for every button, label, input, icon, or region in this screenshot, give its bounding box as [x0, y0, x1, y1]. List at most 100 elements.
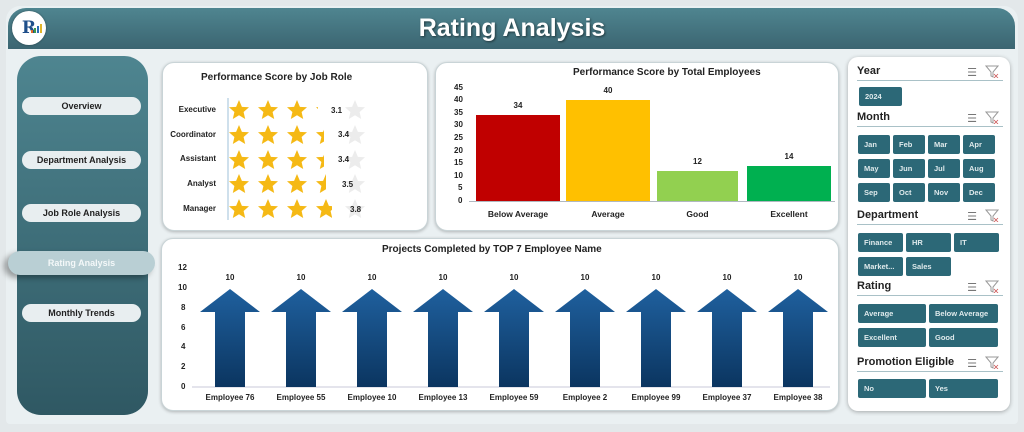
bar-value: 14 — [784, 152, 794, 161]
row-label: Coordinator — [170, 130, 216, 139]
arrow-chart-card: Projects Completed by TOP 7 Employee Nam… — [161, 238, 839, 411]
multi-select-icon[interactable]: ☰ — [967, 358, 977, 370]
dept-sales[interactable]: Sales — [906, 257, 951, 276]
month-aug[interactable]: Aug — [963, 159, 995, 178]
slicer-rating-header: Rating ☰ — [857, 280, 1003, 296]
x-tick: Employee 76 — [205, 393, 255, 402]
month-dec[interactable]: Dec — [963, 183, 995, 202]
multi-select-icon[interactable]: ☰ — [967, 282, 977, 294]
rating-excellent[interactable]: Excellent — [858, 328, 926, 347]
slicer-panel: Year ☰ 2024 Month ☰ Jan Feb Mar Apr May … — [848, 57, 1010, 411]
x-axis-line — [469, 201, 835, 202]
multi-select-icon[interactable]: ☰ — [967, 211, 977, 223]
slicer-year-header: Year ☰ — [857, 65, 1003, 81]
nav-overview[interactable]: Overview — [22, 97, 141, 115]
x-tick: Employee 38 — [773, 393, 823, 402]
clear-filter-icon[interactable] — [985, 111, 999, 124]
month-jun[interactable]: Jun — [893, 159, 925, 178]
row-value: 3.4 — [338, 130, 350, 139]
y-tick: 6 — [181, 323, 186, 332]
slicer-department-label: Department — [857, 209, 919, 221]
month-jul[interactable]: Jul — [928, 159, 960, 178]
row-label: Assistant — [179, 154, 216, 163]
arrow-value: 10 — [367, 273, 377, 282]
slicer-promotion-header: Promotion Eligible ☰ — [857, 356, 1003, 372]
rating-average[interactable]: Average — [858, 304, 926, 323]
month-feb[interactable]: Feb — [893, 135, 925, 154]
clear-filter-icon[interactable] — [985, 65, 999, 78]
y-tick: 45 — [454, 83, 463, 92]
clear-filter-icon[interactable] — [985, 209, 999, 222]
arrow-value: 10 — [580, 273, 590, 282]
month-jan[interactable]: Jan — [858, 135, 890, 154]
star-chart-card: Performance Score by Job Role Executive … — [162, 62, 428, 231]
nav-job-role-analysis[interactable]: Job Role Analysis — [22, 204, 141, 222]
star-chart-title: Performance Score by Job Role — [201, 72, 353, 83]
month-apr[interactable]: Apr — [963, 135, 995, 154]
bar-chart-card: Performance Score by Total Employees 45 … — [435, 62, 839, 231]
star-chart-plot — [227, 98, 365, 220]
promotion-yes[interactable]: Yes — [929, 379, 998, 398]
arrow-value: 10 — [793, 273, 803, 282]
y-tick: 30 — [454, 120, 463, 129]
row-label: Manager — [183, 204, 216, 213]
month-sep[interactable]: Sep — [858, 183, 890, 202]
x-tick: Employee 59 — [489, 393, 539, 402]
bar-chart-title: Performance Score by Total Employees — [573, 67, 761, 78]
arrow-value: 10 — [722, 273, 732, 282]
clear-filter-icon[interactable] — [985, 280, 999, 293]
slicer-department-header: Department ☰ — [857, 209, 1003, 225]
nav-rating-analysis[interactable]: Rating Analysis — [8, 251, 155, 275]
x-tick: Average — [591, 209, 625, 219]
year-2024[interactable]: 2024 — [859, 87, 902, 106]
month-mar[interactable]: Mar — [928, 135, 960, 154]
y-tick: 10 — [454, 171, 463, 180]
x-tick: Employee 13 — [418, 393, 468, 402]
x-tick: Excellent — [770, 209, 808, 219]
header-bar — [8, 8, 1015, 49]
logo: R — [12, 11, 46, 45]
month-oct[interactable]: Oct — [893, 183, 925, 202]
y-tick: 0 — [181, 382, 186, 391]
promotion-no[interactable]: No — [858, 379, 926, 398]
x-tick: Employee 55 — [276, 393, 326, 402]
row-value: 3.4 — [338, 155, 350, 164]
y-tick: 10 — [178, 283, 187, 292]
y-tick: 25 — [454, 133, 463, 142]
slicer-year-label: Year — [857, 65, 881, 77]
arrow-value: 10 — [509, 273, 519, 282]
dept-marketing[interactable]: Market... — [858, 257, 903, 276]
sidebar — [17, 56, 148, 415]
month-may[interactable]: May — [858, 159, 890, 178]
rating-below-average[interactable]: Below Average — [929, 304, 998, 323]
nav-department-analysis[interactable]: Department Analysis — [22, 151, 141, 169]
arrow-chart-title: Projects Completed by TOP 7 Employee Nam… — [382, 244, 602, 255]
row-value: 3.1 — [331, 106, 343, 115]
arrow-value: 10 — [296, 273, 306, 282]
row-value: 3.8 — [350, 205, 362, 214]
bar-average — [566, 100, 650, 201]
arrow-value: 10 — [651, 273, 661, 282]
y-tick: 2 — [181, 362, 186, 371]
x-tick: Employee 99 — [631, 393, 681, 402]
dept-finance[interactable]: Finance — [858, 233, 903, 252]
multi-select-icon[interactable]: ☰ — [967, 67, 977, 79]
y-tick: 40 — [454, 95, 463, 104]
clear-filter-icon[interactable] — [985, 356, 999, 369]
y-tick: 12 — [178, 263, 187, 272]
month-nov[interactable]: Nov — [928, 183, 960, 202]
slicer-month-label: Month — [857, 111, 890, 123]
bar-value: 34 — [513, 101, 523, 110]
dept-hr[interactable]: HR — [906, 233, 951, 252]
arrow-value: 10 — [225, 273, 235, 282]
row-label: Analyst — [187, 179, 216, 188]
y-tick: 8 — [181, 303, 186, 312]
slicer-rating-label: Rating — [857, 280, 892, 292]
row-value: 3.5 — [342, 180, 354, 189]
rating-good[interactable]: Good — [929, 328, 998, 347]
dept-it[interactable]: IT — [954, 233, 999, 252]
logo-letters: R — [21, 18, 37, 38]
nav-monthly-trends[interactable]: Monthly Trends — [22, 304, 141, 322]
multi-select-icon[interactable]: ☰ — [967, 113, 977, 125]
arrow-value: 10 — [438, 273, 448, 282]
